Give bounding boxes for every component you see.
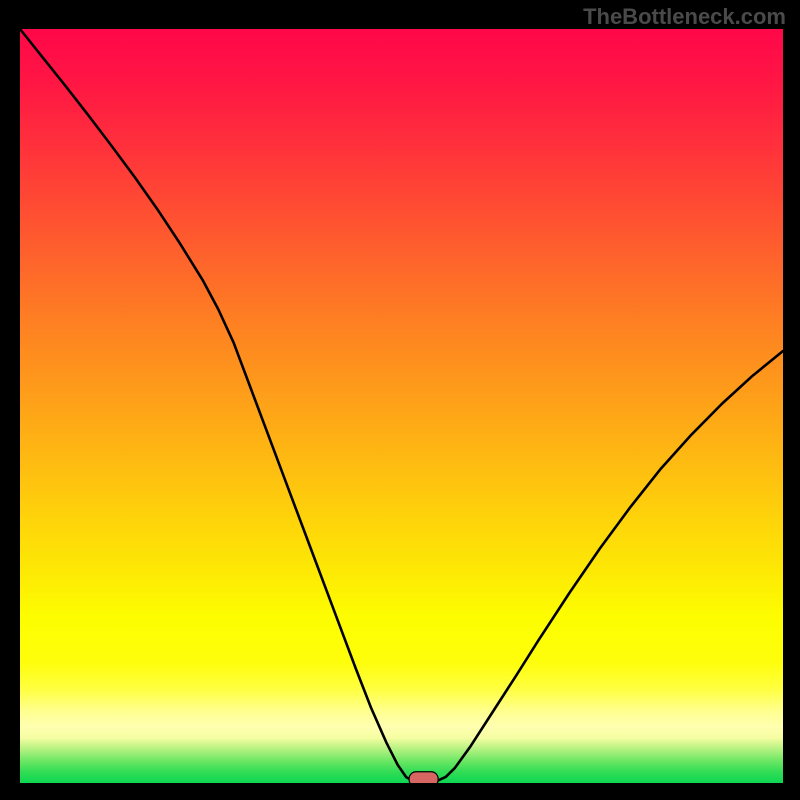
watermark-text: TheBottleneck.com [583,4,786,30]
frame-bottom [0,783,800,800]
frame-left [0,0,20,800]
frame-right [783,0,800,800]
bottleneck-chart [0,0,800,800]
gradient-background [20,29,783,783]
